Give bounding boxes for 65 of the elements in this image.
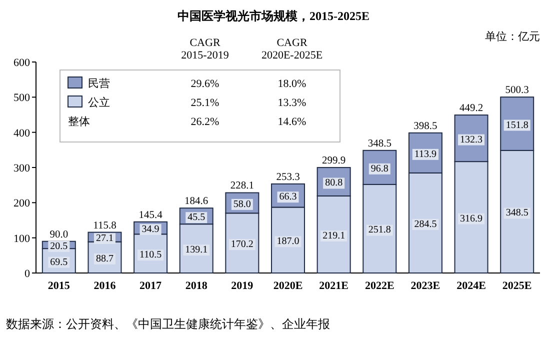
data-label: 348.5 (506, 208, 528, 219)
x-tick-label: 2016 (94, 280, 116, 292)
data-label: 132.3 (460, 134, 483, 146)
x-tick-label: 2024E (456, 280, 486, 292)
data-label: 80.8 (325, 178, 343, 189)
data-label: 251.8 (368, 224, 391, 236)
data-label: 96.8 (370, 163, 388, 174)
y-tick-label: 200 (14, 198, 30, 210)
data-label: 113.9 (414, 148, 437, 160)
data-label: 27.1 (96, 233, 114, 244)
text: CAGR 2015-2019 (181, 37, 230, 62)
annotation: 29.6% (190, 78, 220, 90)
x-tick-label: 2015 (48, 280, 70, 292)
chart-title: 中国医学视光市场规模，2015-2025E (178, 9, 370, 23)
annotation: 26.2% (190, 116, 220, 128)
total-label: 398.5 (414, 120, 438, 132)
text: 单位：亿元 (485, 30, 540, 43)
total-label: 228.1 (230, 180, 254, 192)
annotation: 14.6% (278, 116, 306, 128)
data-label: 316.9 (460, 213, 483, 224)
total-label: 115.8 (93, 220, 116, 232)
y-tick-label: 500 (14, 92, 30, 104)
x-tick-label: 2018 (185, 280, 208, 292)
data-label: 34.9 (142, 224, 160, 236)
x-tick-label: 2023E (410, 280, 440, 292)
data-label: 219.1 (322, 230, 346, 242)
data-label: 20.5 (50, 240, 68, 252)
legend-label: 公立 (88, 96, 110, 109)
total-label: 253.3 (276, 172, 300, 183)
data-label: 66.3 (279, 192, 297, 203)
annotation: 整体 (68, 116, 90, 128)
annotation: 18.0% (278, 78, 306, 90)
y-tick-label: 100 (14, 232, 30, 245)
data-label: 187.0 (276, 236, 300, 248)
total-label: 90.0 (50, 229, 68, 240)
x-tick-label: 2022E (364, 280, 394, 292)
data-label: 88.7 (96, 253, 114, 264)
annotation: 13.3% (278, 97, 306, 109)
total-label: 449.2 (459, 103, 484, 114)
data-label: 139.1 (185, 244, 208, 256)
total-label: 299.9 (322, 156, 346, 167)
data-label: 151.8 (506, 120, 528, 131)
y-tick-label: 300 (14, 162, 30, 174)
data-label: 69.5 (50, 256, 68, 268)
annotation: 25.1% (190, 97, 220, 109)
total-label: 184.6 (184, 196, 208, 208)
y-tick-label: 600 (14, 57, 30, 69)
data-label: 110.5 (139, 250, 162, 261)
data-label: 284.5 (414, 218, 437, 230)
y-tick-label: 0 (24, 268, 30, 280)
x-tick-label: 2017 (140, 280, 162, 292)
source-note: 数据来源：公开资料、《中国卫生健康统计年鉴》、企业年报 (6, 317, 330, 331)
x-tick-label: 2021E (319, 280, 348, 292)
data-label: 58.0 (233, 198, 251, 210)
text: CAGR 2020E-2025E (261, 37, 323, 62)
legend-label: 民营 (88, 77, 110, 90)
total-label: 500.3 (505, 85, 529, 96)
x-tick-label: 2019 (231, 280, 254, 292)
x-tick-label: 2020E (273, 280, 303, 292)
total-label: 145.4 (138, 210, 164, 221)
data-label: 45.5 (188, 212, 206, 224)
y-tick-label: 400 (14, 127, 30, 140)
data-label: 170.2 (230, 239, 254, 250)
total-label: 348.5 (368, 138, 392, 150)
x-tick-label: 2025E (502, 280, 532, 292)
